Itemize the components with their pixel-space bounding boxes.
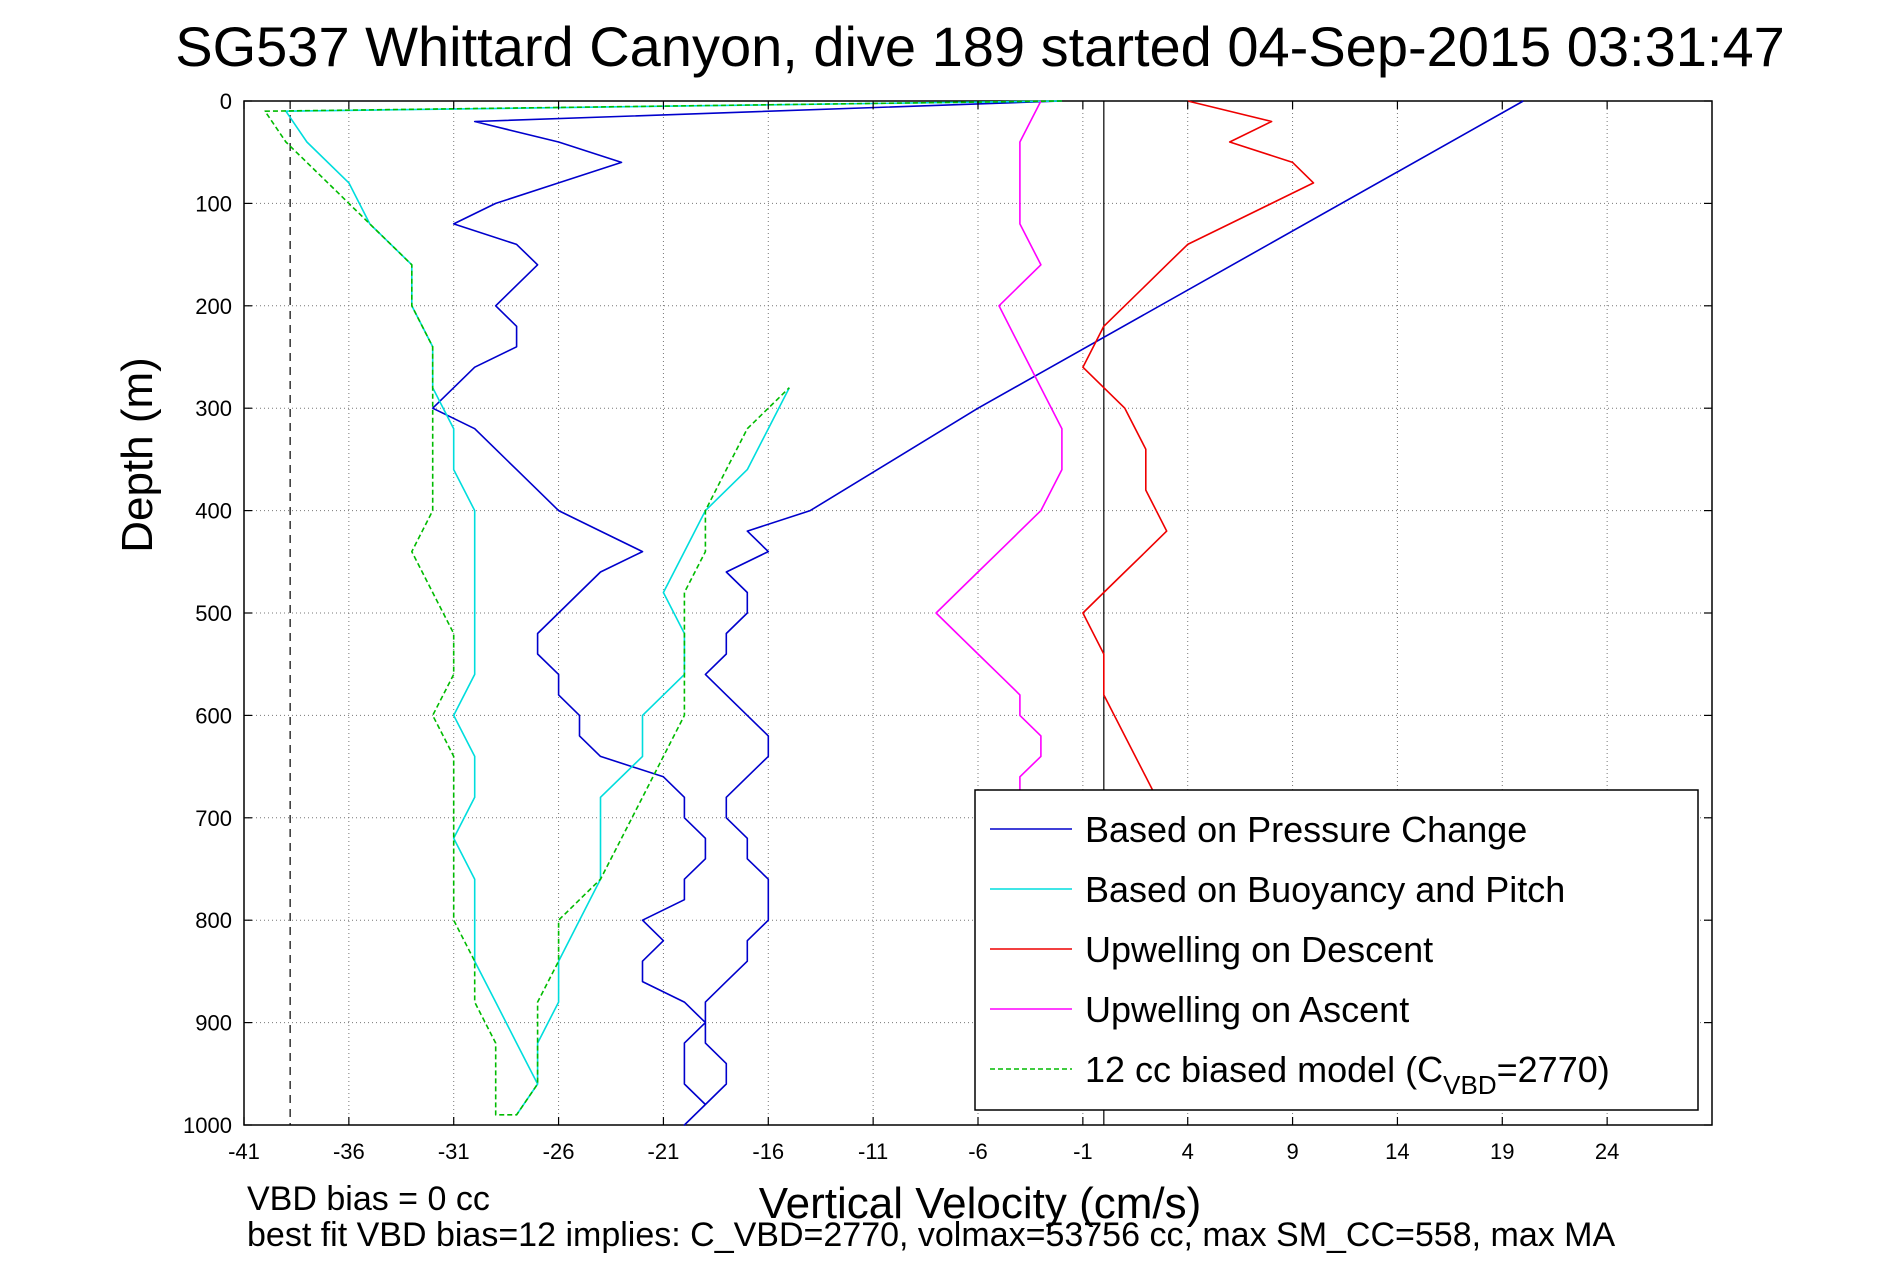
series-line-2 <box>285 100 1062 1116</box>
y-tick-label: 800 <box>195 908 232 933</box>
y-tick-label: 900 <box>195 1011 232 1036</box>
x-tick-label: -36 <box>333 1139 365 1164</box>
x-tick-label: -21 <box>648 1139 680 1164</box>
y-tick-label: 400 <box>195 499 232 524</box>
y-tick-label: 100 <box>195 191 232 216</box>
x-tick-label: -41 <box>228 1139 260 1164</box>
x-tick-label: -31 <box>438 1139 470 1164</box>
legend-label-5: 12 cc biased model (CVBD=2770) <box>1085 1049 1610 1100</box>
series-line-5 <box>264 100 1062 1116</box>
x-tick-label: -16 <box>752 1139 784 1164</box>
x-tick-label: -1 <box>1073 1139 1093 1164</box>
y-axis-ticks: 0 100 200 300 400 500 600 700 800 900 1000 <box>183 89 1712 1138</box>
series-layer <box>264 100 1524 1126</box>
x-axis-label: Vertical Velocity (cm/s) <box>759 1179 1202 1228</box>
chart-title: SG537 Whittard Canyon, dive 189 started … <box>175 15 1784 78</box>
series-line-1 <box>431 100 1524 1126</box>
x-tick-label: -26 <box>543 1139 575 1164</box>
y-tick-label: 500 <box>195 601 232 626</box>
y-tick-label: 0 <box>220 89 232 114</box>
legend-label-4: Upwelling on Ascent <box>1085 989 1409 1030</box>
y-tick-label: 200 <box>195 294 232 319</box>
y-axis-label: Depth (m) <box>113 357 162 553</box>
footer-line-2: best fit VBD bias=12 implies: C_VBD=2770… <box>247 1216 1616 1254</box>
legend-label-1: Based on Pressure Change <box>1085 809 1527 850</box>
y-tick-label: 600 <box>195 703 232 728</box>
legend-label-3: Upwelling on Descent <box>1085 929 1433 970</box>
series-line-4 <box>935 100 1063 839</box>
x-axis-ticks: -41 -36 -31 -26 -21 -16 -11 -6 -1 4 9 14 19 24 <box>228 101 1619 1164</box>
x-tick-label: 4 <box>1182 1139 1194 1164</box>
legend-box <box>974 789 1699 1111</box>
y-tick-label: 700 <box>195 806 232 831</box>
x-tick-label: -11 <box>858 1139 888 1164</box>
footer-line-1: VBD bias = 0 cc <box>247 1180 490 1218</box>
legend: Based on Pressure Change Based on Buoyanc… <box>974 789 1699 1111</box>
x-tick-label: 24 <box>1595 1139 1619 1164</box>
x-tick-label: 14 <box>1385 1139 1409 1164</box>
legend-label-2: Based on Buoyancy and Pitch <box>1085 869 1565 910</box>
x-tick-label: -6 <box>968 1139 988 1164</box>
y-tick-label: 1000 <box>183 1113 232 1138</box>
x-tick-label: 19 <box>1490 1139 1514 1164</box>
series-line-3 <box>1082 100 1315 921</box>
x-tick-label: 9 <box>1286 1139 1298 1164</box>
y-tick-label: 300 <box>195 396 232 421</box>
